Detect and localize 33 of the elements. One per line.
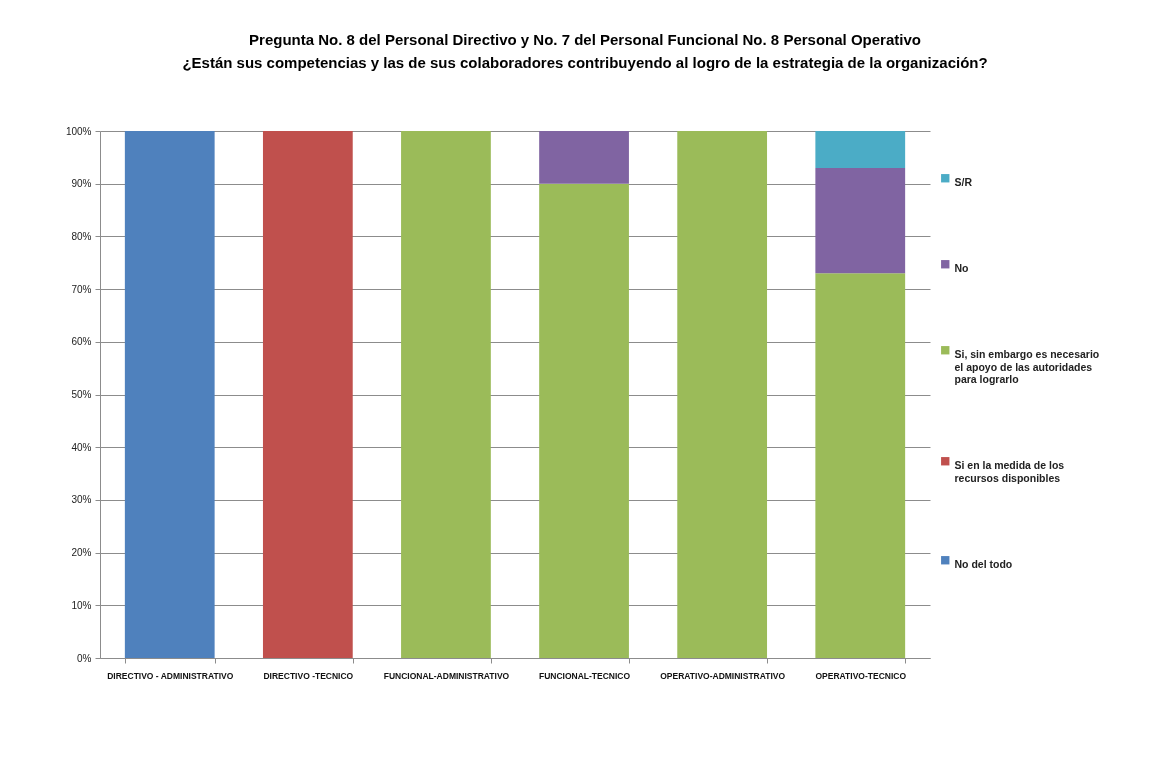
y-tick-label: 50% [71, 389, 92, 400]
bar [677, 131, 768, 658]
legend-label: Si en la medida de los recursos disponibles [954, 459, 1065, 484]
y-tick-label: 30% [71, 494, 92, 506]
legend-label: S/R [954, 176, 973, 189]
bar [539, 131, 629, 184]
chart-subtitle: ¿Están sus competencias y las de sus colaboradores contribuyendo al logro de la estrategia de la organización? [182, 54, 988, 71]
bar [539, 183, 629, 658]
x-tick-label: DIRECTIVO -TECNICO [263, 670, 354, 681]
legend-label: No del todo [954, 558, 1013, 571]
y-tick-label: 0% [77, 652, 92, 664]
bar [815, 167, 906, 274]
y-tick-label: 70% [71, 283, 92, 295]
bar [124, 131, 215, 658]
x-tick-label: FUNCIONAL-ADMINISTRATIVO [383, 670, 510, 681]
bar [401, 131, 491, 658]
y-tick-label: 40% [71, 441, 92, 453]
x-tick-label: OPERATIVO-TECNICO [815, 670, 907, 681]
x-tick-label: FUNCIONAL-TECNICO [538, 670, 631, 681]
legend-label: No [954, 262, 969, 275]
chart-title: Pregunta No. 8 del Personal Directivo y No. 7 del Personal Funcional No. 8 Personal Operativo [249, 31, 921, 48]
y-tick-label: 100% [65, 125, 92, 137]
bar [815, 273, 906, 658]
bar [262, 131, 353, 658]
x-tick-label: OPERATIVO-ADMINISTRATIVO [660, 670, 786, 681]
y-tick-label: 20% [71, 547, 92, 559]
bar [815, 131, 906, 168]
y-tick-label: 10% [71, 599, 92, 611]
y-tick-label: 80% [71, 230, 92, 242]
y-tick-label: 60% [71, 336, 92, 348]
legend-label: Si, sin embargo es necesario el apoyo de las autoridades para lograrlo [954, 348, 1100, 386]
y-tick-label: 90% [71, 178, 92, 190]
x-tick-label: DIRECTIVO - ADMINISTRATIVO [107, 670, 234, 681]
